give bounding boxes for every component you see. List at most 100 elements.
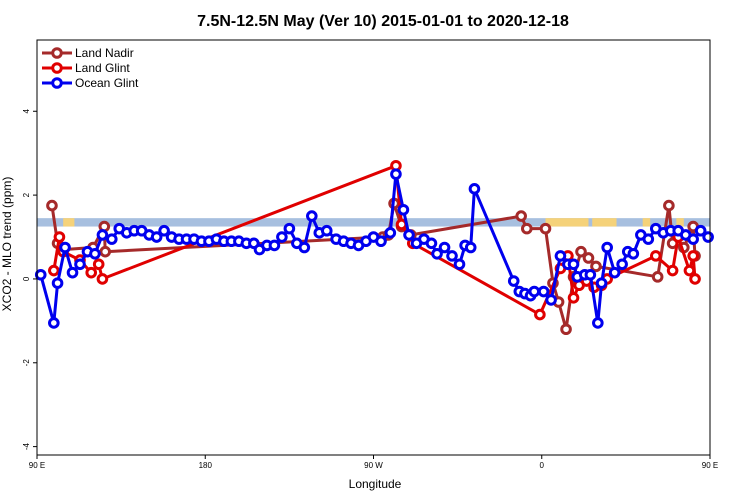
point-ocean-glint-4 (66, 266, 79, 279)
y-tick-label-2: 0 (22, 276, 31, 281)
y-axis-title: XCO2 - MLO trend (ppm) (0, 177, 14, 312)
point-land-glint-20 (666, 264, 679, 277)
land-band-segment-2 (592, 218, 617, 227)
point-ocean-glint-54 (438, 241, 451, 254)
point-ocean-glint-55 (446, 250, 458, 262)
point-ocean-glint-35 (298, 241, 311, 254)
point-land-glint-24 (689, 273, 701, 285)
y-tick-label-4: 4 (22, 108, 31, 113)
point-ocean-glint-45 (375, 235, 387, 248)
chart-title: 7.5N-12.5N May (Ver 10) 2015-01-01 to 20… (197, 13, 569, 30)
point-ocean-glint-65 (537, 285, 550, 298)
ocean-band (37, 218, 710, 227)
point-ocean-glint-79 (627, 247, 640, 260)
point-land-nadir-5 (99, 245, 112, 258)
legend-marker-ocean-glint (51, 77, 63, 89)
point-land-nadir-13 (539, 222, 552, 235)
point-ocean-glint-33 (283, 222, 296, 235)
axes: 90 E 180 90 W 0 90 E -4 -2 0 2 4 (22, 108, 718, 470)
point-ocean-glint-64 (528, 285, 541, 298)
point-land-nadir-19 (582, 252, 595, 264)
point-ocean-glint-66 (545, 294, 557, 306)
point-ocean-glint-56 (453, 258, 466, 271)
point-land-nadir-11 (515, 210, 527, 222)
x-tick-label-2: 90 W (364, 461, 383, 470)
point-ocean-glint-32 (276, 231, 288, 243)
point-land-glint-13 (567, 292, 580, 304)
point-land-glint-23 (687, 250, 699, 262)
point-ocean-glint-88 (694, 224, 707, 237)
point-ocean-glint-3 (59, 241, 71, 254)
point-ocean-glint-38 (320, 224, 333, 237)
point-land-glint-10 (534, 308, 546, 321)
point-ocean-glint-49 (403, 229, 415, 241)
point-ocean-glint-15 (150, 231, 163, 243)
point-ocean-glint-2 (51, 277, 64, 289)
point-ocean-glint-1 (48, 317, 60, 329)
point-ocean-glint-16 (158, 224, 170, 237)
point-ocean-glint-81 (642, 233, 655, 245)
point-land-nadir-16 (560, 323, 572, 336)
point-ocean-glint-69 (567, 258, 580, 271)
point-land-glint-1 (53, 231, 66, 243)
point-ocean-glint-7 (89, 247, 101, 260)
point-land-nadir-20 (590, 260, 602, 273)
point-land-glint-0 (48, 264, 60, 277)
point-ocean-glint-67 (554, 250, 567, 262)
point-ocean-glint-76 (608, 266, 621, 279)
point-land-glint-6 (96, 273, 109, 285)
point-ocean-glint-60 (507, 275, 520, 287)
point-ocean-glint-74 (595, 277, 608, 289)
point-land-nadir-12 (520, 222, 533, 235)
x-tick-label-4: 90 E (702, 461, 718, 470)
point-ocean-glint-75 (601, 241, 613, 254)
legend: Land Nadir Land Glint Ocean Glint (42, 46, 139, 90)
point-ocean-glint-59 (468, 183, 481, 195)
point-land-glint-22 (683, 264, 696, 277)
point-ocean-glint-87 (687, 233, 699, 245)
legend-item-land-glint: Land Glint (42, 61, 130, 75)
point-land-glint-5 (92, 258, 105, 271)
point-ocean-glint-72 (584, 268, 597, 281)
x-axis-title: Longitude (349, 477, 402, 491)
y-tick-label-1: -2 (22, 359, 31, 367)
legend-item-ocean-glint: Ocean Glint (42, 76, 139, 90)
plot-frame (36, 39, 711, 456)
data-series (34, 159, 714, 336)
point-ocean-glint-36 (306, 210, 318, 222)
point-ocean-glint-5 (74, 258, 86, 271)
series-ocean-glint (34, 168, 714, 329)
legend-marker-land-glint (51, 62, 63, 74)
point-ocean-glint-47 (390, 168, 402, 180)
point-land-nadir-21 (651, 271, 664, 283)
point-ocean-glint-9 (105, 233, 118, 245)
legend-label-ocean-glint: Ocean Glint (75, 76, 139, 90)
point-ocean-glint-8 (96, 229, 109, 241)
point-ocean-glint-89 (702, 231, 714, 243)
point-ocean-glint-58 (464, 241, 477, 254)
legend-label-land-glint: Land Glint (75, 61, 130, 75)
legend-item-land-nadir: Land Nadir (42, 46, 134, 60)
point-ocean-glint-77 (616, 258, 628, 271)
land-band-segment-1 (545, 218, 589, 227)
point-ocean-glint-46 (384, 227, 397, 239)
land-band-segment-0 (63, 218, 75, 227)
series-land-glint (48, 159, 701, 321)
legend-marker-land-nadir (51, 47, 63, 59)
point-ocean-glint-48 (397, 203, 410, 216)
point-ocean-glint-52 (425, 237, 438, 250)
x-tick-label-1: 180 (199, 461, 213, 470)
point-land-nadir-22 (663, 199, 675, 212)
point-land-glint-19 (649, 250, 662, 262)
point-ocean-glint-73 (592, 317, 604, 329)
legend-label-land-nadir: Land Nadir (75, 46, 134, 60)
point-ocean-glint-31 (268, 239, 281, 252)
land-band-segment-4 (676, 218, 684, 227)
point-ocean-glint-0 (34, 268, 47, 281)
point-land-glint-4 (85, 266, 98, 279)
y-tick-label-3: 2 (22, 192, 31, 197)
x-tick-label-0: 90 E (29, 461, 45, 470)
land-ocean-band (37, 218, 710, 227)
point-land-nadir-0 (46, 199, 58, 212)
